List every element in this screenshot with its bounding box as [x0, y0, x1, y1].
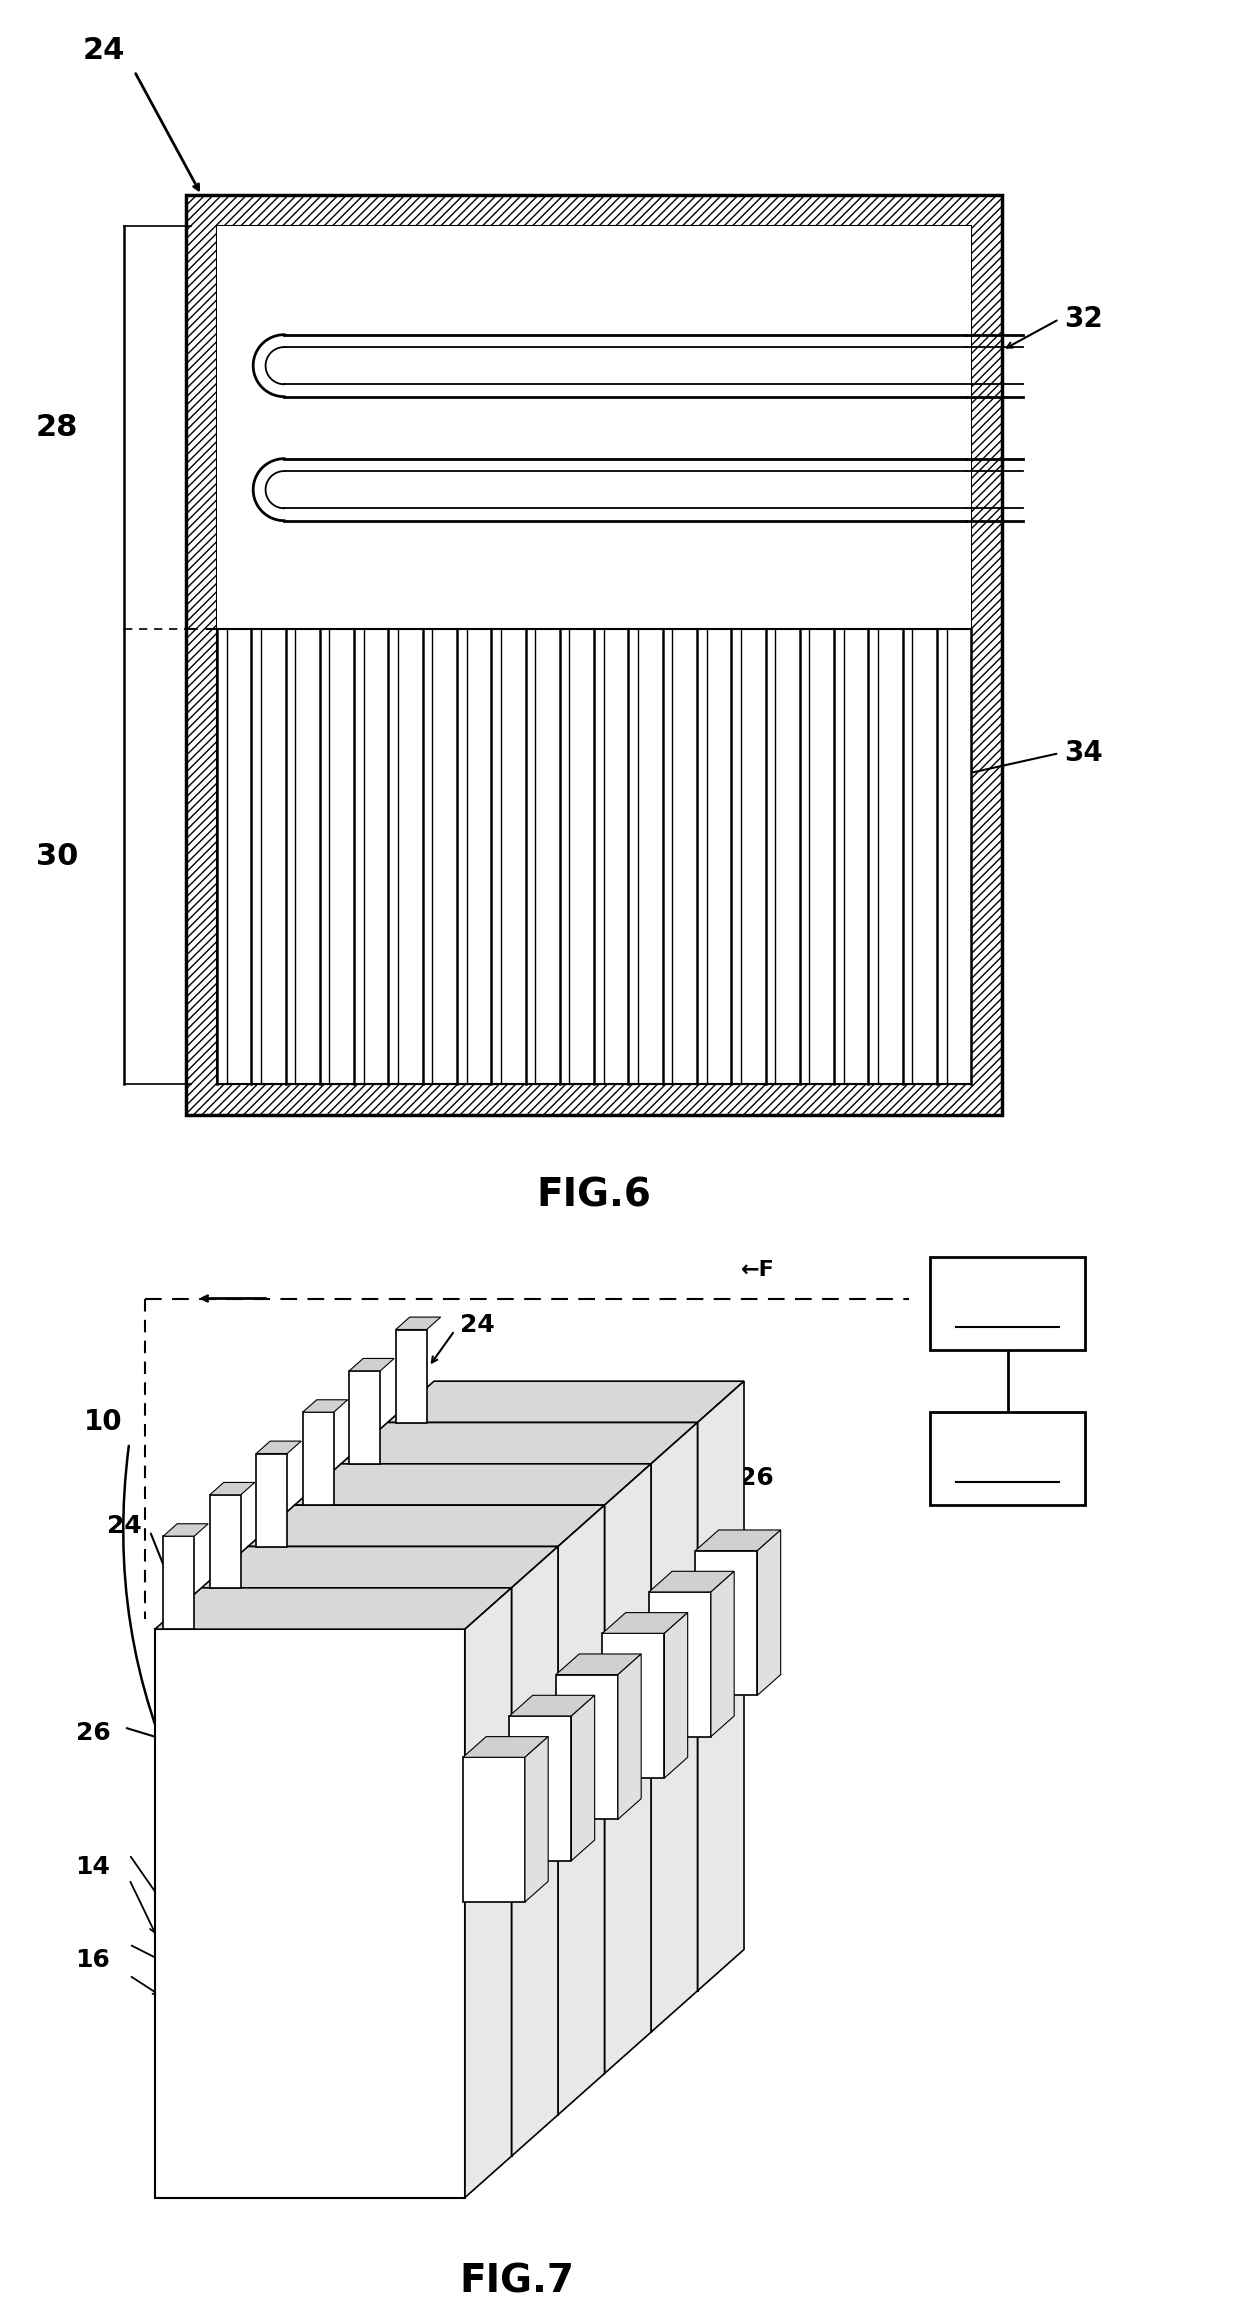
Text: 26: 26: [739, 1467, 774, 1490]
Polygon shape: [248, 1545, 558, 2116]
Polygon shape: [696, 1550, 758, 1696]
Polygon shape: [164, 1525, 208, 1536]
Polygon shape: [556, 1675, 618, 1820]
Bar: [217, 628, 971, 1083]
Polygon shape: [463, 1737, 548, 1758]
Polygon shape: [649, 1592, 711, 1737]
Polygon shape: [465, 1587, 511, 2197]
Polygon shape: [711, 1571, 734, 1737]
Polygon shape: [510, 1716, 572, 1860]
Polygon shape: [210, 1495, 241, 1587]
Polygon shape: [303, 1411, 334, 1506]
Polygon shape: [651, 1423, 697, 2033]
Polygon shape: [556, 1654, 641, 1675]
Text: 16: 16: [76, 1947, 110, 1973]
Bar: [217, 226, 971, 628]
Text: 36: 36: [988, 1284, 1027, 1312]
Polygon shape: [201, 1545, 558, 1587]
Polygon shape: [201, 1587, 511, 2155]
Text: 26: 26: [76, 1721, 110, 1744]
Polygon shape: [164, 1536, 195, 1629]
Polygon shape: [248, 1506, 605, 1545]
Bar: [930, 1257, 1085, 1349]
Polygon shape: [558, 1506, 605, 2116]
Text: 38: 38: [988, 1439, 1027, 1467]
Polygon shape: [510, 1696, 595, 1716]
Bar: [971, 226, 1002, 1083]
Text: FIG.7: FIG.7: [459, 2264, 574, 2301]
Polygon shape: [210, 1483, 254, 1495]
Polygon shape: [649, 1571, 734, 1592]
Polygon shape: [341, 1465, 651, 2033]
Polygon shape: [257, 1453, 288, 1545]
Bar: [217, 226, 971, 1083]
Polygon shape: [604, 1465, 651, 2074]
Text: 34: 34: [1064, 739, 1104, 767]
Text: 30: 30: [36, 843, 78, 871]
Polygon shape: [463, 1758, 525, 1901]
Text: 24: 24: [107, 1513, 141, 1538]
Polygon shape: [350, 1358, 394, 1370]
Text: 24: 24: [460, 1314, 495, 1337]
Bar: [186, 194, 1002, 1116]
Polygon shape: [572, 1696, 595, 1860]
Polygon shape: [295, 1506, 604, 2074]
Bar: [186, 194, 1002, 226]
Polygon shape: [525, 1737, 548, 1901]
Text: ←F: ←F: [742, 1259, 775, 1280]
Polygon shape: [758, 1529, 781, 1696]
Bar: [930, 1411, 1085, 1506]
Text: 28: 28: [36, 413, 78, 441]
Polygon shape: [618, 1654, 641, 1820]
Polygon shape: [387, 1423, 697, 1991]
Polygon shape: [303, 1400, 347, 1411]
Polygon shape: [665, 1612, 688, 1779]
Polygon shape: [696, 1529, 781, 1550]
Text: FIG.6: FIG.6: [537, 1176, 651, 1215]
Polygon shape: [155, 1587, 511, 1629]
Polygon shape: [697, 1381, 744, 1991]
Polygon shape: [155, 1629, 465, 2197]
Bar: [186, 1083, 1002, 1116]
Polygon shape: [350, 1370, 381, 1465]
Polygon shape: [603, 1633, 665, 1779]
Text: 10: 10: [84, 1409, 123, 1437]
Text: 32: 32: [1064, 305, 1104, 333]
Polygon shape: [341, 1423, 697, 1465]
Polygon shape: [603, 1612, 688, 1633]
Polygon shape: [396, 1317, 440, 1331]
Text: 14: 14: [465, 1980, 500, 2003]
Text: 24: 24: [82, 37, 124, 65]
Polygon shape: [511, 1545, 558, 2155]
Polygon shape: [396, 1331, 427, 1423]
Polygon shape: [387, 1381, 744, 1423]
Text: 14: 14: [76, 1855, 110, 1878]
Polygon shape: [295, 1465, 651, 1506]
Bar: [186, 226, 217, 1083]
Polygon shape: [257, 1441, 301, 1453]
